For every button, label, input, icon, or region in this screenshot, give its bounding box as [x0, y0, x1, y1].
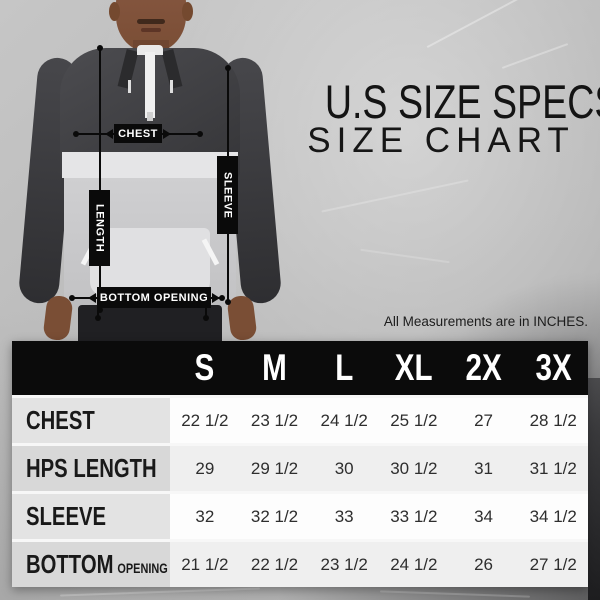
jacket-chest-stripe: [62, 152, 238, 178]
texture-scratch: [501, 43, 569, 69]
measure-endpoint-dot: [203, 315, 209, 321]
length-label-bar: LENGTH: [89, 190, 110, 266]
size-value-cell: 29: [195, 458, 215, 478]
size-col-3x: 3X: [535, 347, 572, 388]
measure-endpoint-dot: [197, 131, 203, 137]
table-row-hps-length: HPS LENGTH 29 29 1/2 30 30 1/2 31 31 1/2: [12, 446, 588, 491]
hem-tick: [97, 308, 99, 317]
hood-drawstring: [170, 80, 173, 93]
row-label-cell: CHEST: [12, 398, 170, 443]
arrow-right-icon: [212, 293, 220, 303]
chest-label-bar: CHEST: [114, 124, 162, 143]
size-value-cell: 24 1/2: [320, 410, 368, 430]
size-col-l: L: [335, 347, 354, 388]
size-value-cell: 33 1/2: [390, 506, 438, 526]
texture-scratch: [380, 590, 530, 598]
size-col-m: M: [262, 347, 287, 388]
row-label: SLEEVE: [26, 501, 107, 531]
size-value-cell: 23 1/2: [250, 410, 299, 430]
measure-endpoint-dot: [97, 307, 103, 313]
size-value-cell: 34 1/2: [529, 506, 577, 526]
table-row-chest: CHEST 22 1/2 23 1/2 24 1/2 25 1/2 27 28 …: [12, 398, 588, 443]
size-value-cell: 34: [474, 506, 493, 526]
model-mustache: [137, 19, 165, 24]
row-label-cell: HPS LENGTH: [12, 446, 170, 491]
page-title: U.S SIZE SPECS: [288, 74, 600, 129]
size-value-cell: 32: [195, 506, 215, 526]
size-value-cell: 21 1/2: [181, 554, 229, 574]
arrow-left-icon: [88, 293, 96, 303]
sleeve-label: SLEEVE: [221, 171, 234, 219]
texture-scratch: [360, 248, 450, 264]
model-mouth: [141, 28, 161, 32]
size-value-cell: 29 1/2: [250, 458, 299, 478]
measure-endpoint-dot: [219, 295, 225, 301]
page-subtitle: SIZE CHART: [307, 121, 575, 160]
measure-endpoint-dot: [225, 65, 231, 71]
size-value-cell: 31 1/2: [529, 458, 577, 478]
texture-scratch: [426, 0, 534, 49]
size-col-xl: XL: [394, 347, 433, 388]
size-value-cell: 22 1/2: [250, 554, 299, 574]
size-value-cell: 30 1/2: [390, 458, 438, 478]
model-photo: [0, 0, 300, 341]
measure-endpoint-dot: [97, 45, 103, 51]
size-value-cell: 31: [474, 458, 493, 478]
size-col-s: S: [194, 347, 215, 388]
texture-scratch: [60, 587, 260, 597]
hem-tick: [205, 308, 207, 317]
page-title-text: U.S SIZE SPECS: [324, 75, 600, 128]
table-row-bottom-opening: BOTTOM OPENING 21 1/2 22 1/2 23 1/2 24 1/…: [12, 542, 588, 587]
measure-endpoint-dot: [73, 131, 79, 137]
size-value-cell: 28 1/2: [529, 410, 577, 430]
size-value-cell: 30: [334, 458, 354, 478]
size-chart-table: S M L XL 2X 3X CHEST 22 1/2 23 1/2 24 1/…: [12, 341, 588, 587]
size-value-cell: 27 1/2: [529, 554, 577, 574]
size-value-cell: 23 1/2: [320, 554, 368, 574]
table-row-sleeve: SLEEVE 32 32 1/2 33 33 1/2 34 34 1/2: [12, 494, 588, 539]
jacket-zipper: [145, 52, 155, 118]
row-label: BOTTOM: [26, 549, 114, 579]
chest-label: CHEST: [118, 127, 158, 140]
row-label: HPS LENGTH: [26, 453, 157, 483]
units-note: All Measurements are in INCHES.: [383, 314, 588, 329]
jacket-kangaroo-pocket: [90, 228, 210, 296]
size-value-cell: 24 1/2: [390, 554, 438, 574]
arrow-right-icon: [163, 129, 171, 139]
size-value-cell: 32 1/2: [250, 506, 299, 526]
measure-endpoint-dot: [69, 295, 75, 301]
size-value-cell: 33: [334, 506, 354, 526]
size-value-cell: 25 1/2: [390, 410, 438, 430]
jacket-collar: [137, 45, 163, 55]
size-value-cell: 27: [474, 410, 493, 430]
size-table-header: S M L XL 2X 3X: [12, 341, 588, 395]
row-sublabel: OPENING: [117, 560, 168, 576]
length-measure-line: [99, 48, 101, 310]
row-label: CHEST: [26, 405, 95, 435]
hood-drawstring: [128, 80, 131, 93]
size-value-cell: 22 1/2: [181, 410, 229, 430]
bottom-opening-label: BOTTOM OPENING: [99, 291, 209, 304]
bottom-label-bar: BOTTOM OPENING: [97, 287, 211, 308]
jacket-zipper-pull: [147, 112, 153, 121]
size-value-cell: 26: [474, 554, 493, 574]
measurement-overlay: CHEST LENGTH SLEEVE BOTTOM OPENING: [0, 0, 300, 341]
texture-scratch: [321, 179, 469, 213]
size-col-2x: 2X: [465, 347, 502, 388]
length-label: LENGTH: [93, 203, 106, 253]
model-ear: [109, 2, 120, 21]
sleeve-label-bar: SLEEVE: [217, 156, 238, 234]
measure-endpoint-dot: [225, 299, 231, 305]
model-ear: [182, 2, 193, 21]
measure-endpoint-dot: [95, 315, 101, 321]
row-label-cell: SLEEVE: [12, 494, 170, 539]
wall-shadow: [588, 378, 600, 600]
arrow-left-icon: [105, 129, 113, 139]
row-label-cell: BOTTOM OPENING: [12, 542, 170, 587]
